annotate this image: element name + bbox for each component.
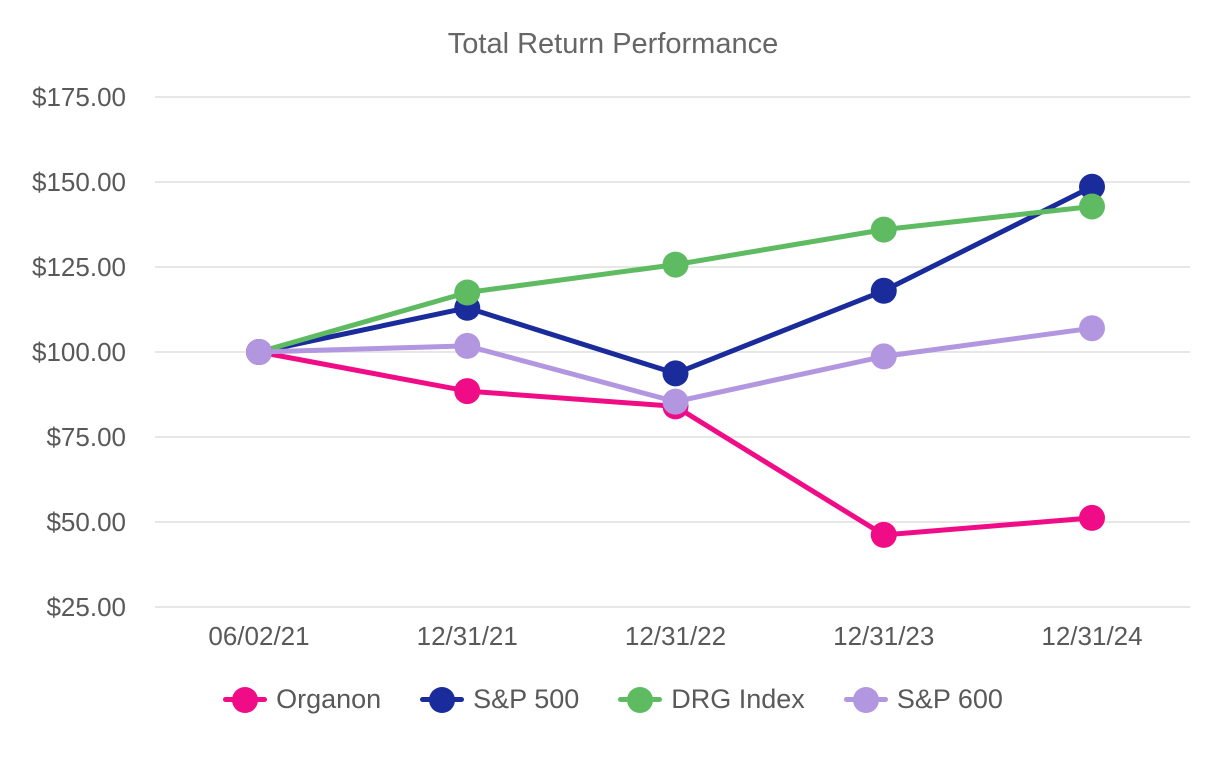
data-point-s-p-600-12-31-22 bbox=[662, 388, 689, 415]
x-axis-tick-label: 12/31/24 bbox=[1041, 621, 1142, 651]
data-point-s-p-600-12-31-23 bbox=[870, 343, 897, 370]
y-axis-tick-label: $100.00 bbox=[32, 337, 126, 367]
legend-dot-swatch bbox=[852, 686, 879, 713]
legend-dot-swatch bbox=[627, 686, 654, 713]
y-axis-tick-label: $150.00 bbox=[32, 167, 126, 197]
legend-marker-icon bbox=[420, 686, 465, 714]
x-axis-tick-label: 12/31/22 bbox=[625, 621, 726, 651]
data-point-drg-index-12-31-23 bbox=[870, 216, 897, 243]
data-point-s-p-600-12-31-24 bbox=[1079, 315, 1105, 342]
x-axis-tick-label: 06/02/21 bbox=[208, 621, 309, 651]
legend-marker-icon bbox=[843, 686, 888, 714]
data-point-s-p-500-12-31-23 bbox=[870, 277, 897, 304]
line-chart-plot: $175.00 $150.00 $125.00 $100.00 $75.00 $50.00… bbox=[32, 82, 1190, 651]
legend-label: S&P 600 bbox=[896, 684, 1003, 714]
chart-title: Total Return Performance bbox=[447, 28, 779, 60]
y-axis-tick-label: $25.00 bbox=[46, 592, 126, 622]
legend-marker-icon bbox=[223, 686, 268, 714]
legend-label: Organon bbox=[276, 684, 382, 714]
legend-dot-swatch bbox=[429, 686, 456, 713]
data-point-organon-12-31-21 bbox=[454, 378, 481, 405]
data-point-organon-12-31-24 bbox=[1079, 504, 1105, 531]
data-point-drg-index-12-31-22 bbox=[662, 251, 689, 278]
data-point-s-p-600-06-02-21 bbox=[246, 339, 272, 365]
legend-label: DRG Index bbox=[671, 684, 805, 714]
chart-legend: Organon S&P 500 DRG Index S&P 600 bbox=[0, 684, 1226, 715]
legend-marker-icon bbox=[618, 686, 663, 714]
y-axis-tick-label: $50.00 bbox=[46, 507, 126, 537]
data-point-organon-12-31-23 bbox=[870, 521, 897, 548]
y-axis-tick-label: $75.00 bbox=[46, 422, 126, 452]
x-axis-tick-label: 12/31/21 bbox=[417, 621, 518, 651]
data-point-s-p-500-12-31-24 bbox=[1079, 173, 1105, 200]
legend-item-s-p-500: S&P 500 bbox=[420, 684, 579, 715]
legend-item-organon: Organon bbox=[223, 684, 381, 715]
data-point-drg-index-12-31-21 bbox=[454, 279, 481, 306]
data-point-s-p-600-12-31-21 bbox=[454, 332, 481, 359]
y-axis-tick-label: $125.00 bbox=[32, 252, 126, 282]
legend-item-s-p-600: S&P 600 bbox=[843, 684, 1003, 715]
x-axis-tick-label: 12/31/23 bbox=[833, 621, 934, 651]
data-point-drg-index-12-31-24 bbox=[1079, 193, 1105, 220]
series-line-drg-index bbox=[256, 203, 1095, 355]
legend-label: S&P 500 bbox=[473, 684, 580, 714]
legend-dot-swatch bbox=[232, 686, 259, 713]
y-axis-tick-label: $175.00 bbox=[32, 82, 126, 112]
data-point-s-p-500-12-31-22 bbox=[662, 360, 689, 387]
legend-item-drg-index: DRG Index bbox=[618, 684, 805, 715]
